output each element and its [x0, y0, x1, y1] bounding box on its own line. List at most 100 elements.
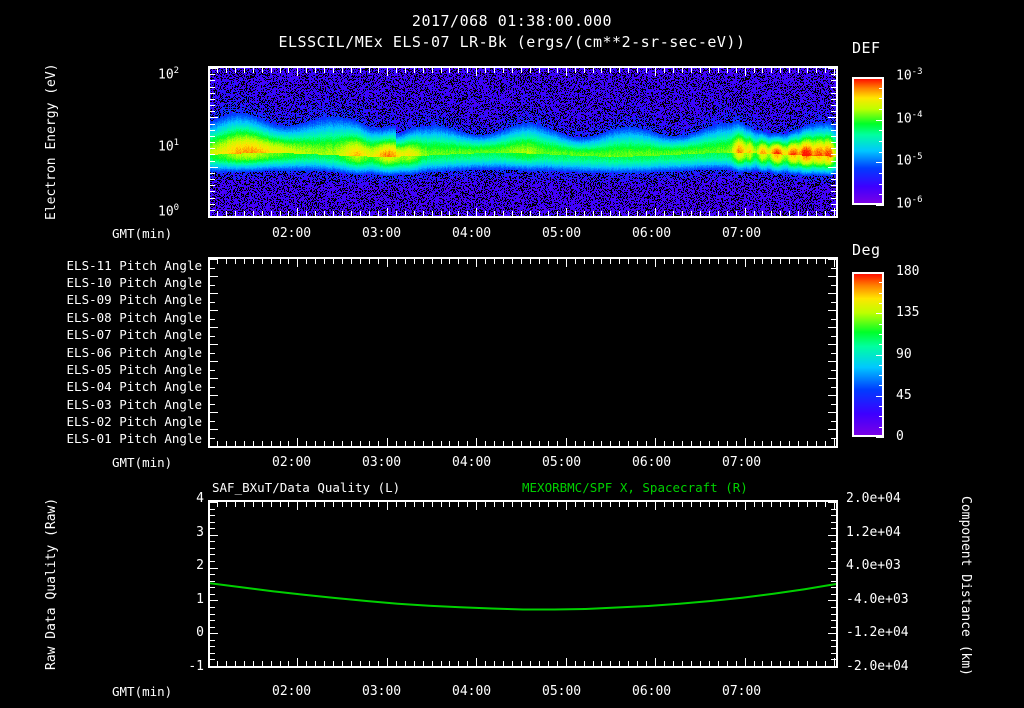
axis-tick	[351, 441, 353, 446]
axis-tick	[279, 68, 281, 73]
axis-tick	[243, 68, 245, 73]
axis-tick	[879, 375, 884, 377]
axis-tick	[655, 502, 657, 510]
axis-tick	[831, 521, 836, 523]
axis-tick	[440, 259, 442, 264]
axis-tick	[646, 259, 648, 264]
spectrogram-panel[interactable]	[208, 66, 838, 218]
axis-tick	[879, 344, 884, 346]
axis-tick	[210, 117, 218, 119]
axis-tick	[771, 68, 773, 73]
axis-tick	[655, 68, 657, 76]
axis-tick	[368, 211, 370, 216]
axis-tick	[210, 209, 215, 211]
quality-distance-panel[interactable]	[208, 500, 838, 668]
axis-tick	[726, 502, 728, 507]
axis-tick	[547, 211, 549, 216]
axis-tick	[789, 259, 791, 264]
axis-tick	[467, 502, 469, 507]
axis-tick	[834, 259, 835, 267]
electron-energy-axis-label-text: Electron Energy (eV)	[44, 63, 59, 221]
axis-tick	[210, 587, 215, 589]
pitch-angle-panel[interactable]	[208, 257, 838, 448]
gmt-label-panel2: GMT(min)	[112, 455, 172, 470]
axis-tick	[210, 534, 218, 536]
axis-tick	[386, 658, 388, 666]
axis-tick	[503, 259, 505, 264]
axis-tick	[780, 211, 782, 216]
axis-tick	[831, 580, 836, 582]
pitch-angle-row-label: ELS-06 Pitch Angle	[66, 344, 202, 360]
axis-tick	[315, 502, 317, 507]
pitch-angle-row-label: ELS-03 Pitch Angle	[66, 396, 202, 412]
axis-tick	[828, 276, 836, 277]
axis-tick	[208, 502, 209, 510]
axis-tick	[485, 661, 487, 666]
axis-tick	[831, 659, 836, 661]
axis-tick	[673, 441, 675, 446]
axis-tick	[210, 352, 215, 354]
axis-tick	[828, 429, 836, 430]
axis-tick	[619, 259, 621, 264]
time-tick-label: 03:00	[362, 455, 402, 470]
axis-tick	[831, 86, 836, 88]
axis-tick	[565, 658, 567, 666]
axis-tick	[831, 606, 836, 608]
axis-tick	[708, 68, 710, 73]
deg-colorbar-tick-label: 90	[896, 346, 912, 362]
axis-tick	[744, 438, 746, 446]
pitch-angle-row-label: ELS-10 Pitch Angle	[66, 275, 202, 291]
axis-tick	[831, 437, 836, 439]
axis-tick	[521, 68, 522, 73]
axis-tick	[351, 502, 353, 507]
axis-tick	[831, 209, 836, 211]
axis-tick	[619, 68, 621, 73]
axis-tick	[879, 385, 884, 387]
axis-tick	[485, 502, 487, 507]
axis-tick	[324, 68, 326, 73]
axis-tick	[831, 148, 836, 150]
panel3-right-label: MEXORBMC/SPF X, Spacecraft (R)	[522, 480, 748, 495]
axis-tick	[377, 502, 379, 507]
axis-tick	[664, 68, 666, 73]
axis-tick	[216, 259, 218, 264]
axis-tick	[467, 259, 469, 264]
axis-tick	[664, 502, 666, 507]
axis-tick	[825, 441, 827, 446]
axis-tick	[458, 441, 460, 446]
axis-tick	[440, 502, 442, 507]
axis-tick	[210, 561, 215, 563]
axis-tick	[485, 211, 487, 216]
axis-tick	[270, 68, 272, 73]
axis-tick	[828, 567, 836, 569]
axis-tick	[610, 661, 612, 666]
panel3-left-label: SAF_BXuT/Data Quality (L)	[212, 480, 400, 495]
time-tick-label: 06:00	[632, 684, 672, 699]
axis-tick	[210, 361, 218, 362]
axis-tick	[252, 441, 254, 446]
gmt-label-panel1-text: GMT(min)	[112, 226, 173, 241]
axis-tick	[876, 77, 884, 78]
axis-tick	[879, 130, 884, 132]
axis-tick	[279, 441, 281, 446]
axis-tick	[225, 441, 227, 446]
axis-tick	[476, 208, 478, 216]
axis-tick	[592, 661, 594, 666]
axis-tick	[831, 135, 836, 137]
axis-tick	[789, 211, 791, 216]
axis-tick	[210, 574, 215, 576]
deg-colorbar-title-text: Deg	[852, 241, 881, 259]
axis-tick	[494, 502, 496, 507]
axis-tick	[807, 502, 809, 507]
axis-tick	[646, 68, 648, 73]
axis-tick	[512, 441, 514, 446]
axis-tick	[252, 211, 254, 216]
axis-tick	[377, 68, 379, 73]
axis-tick	[789, 661, 791, 666]
axis-tick	[210, 318, 215, 320]
axis-tick	[210, 191, 215, 193]
axis-tick	[699, 502, 701, 507]
axis-tick	[690, 211, 692, 216]
axis-tick	[681, 502, 683, 507]
axis-tick	[879, 98, 884, 100]
